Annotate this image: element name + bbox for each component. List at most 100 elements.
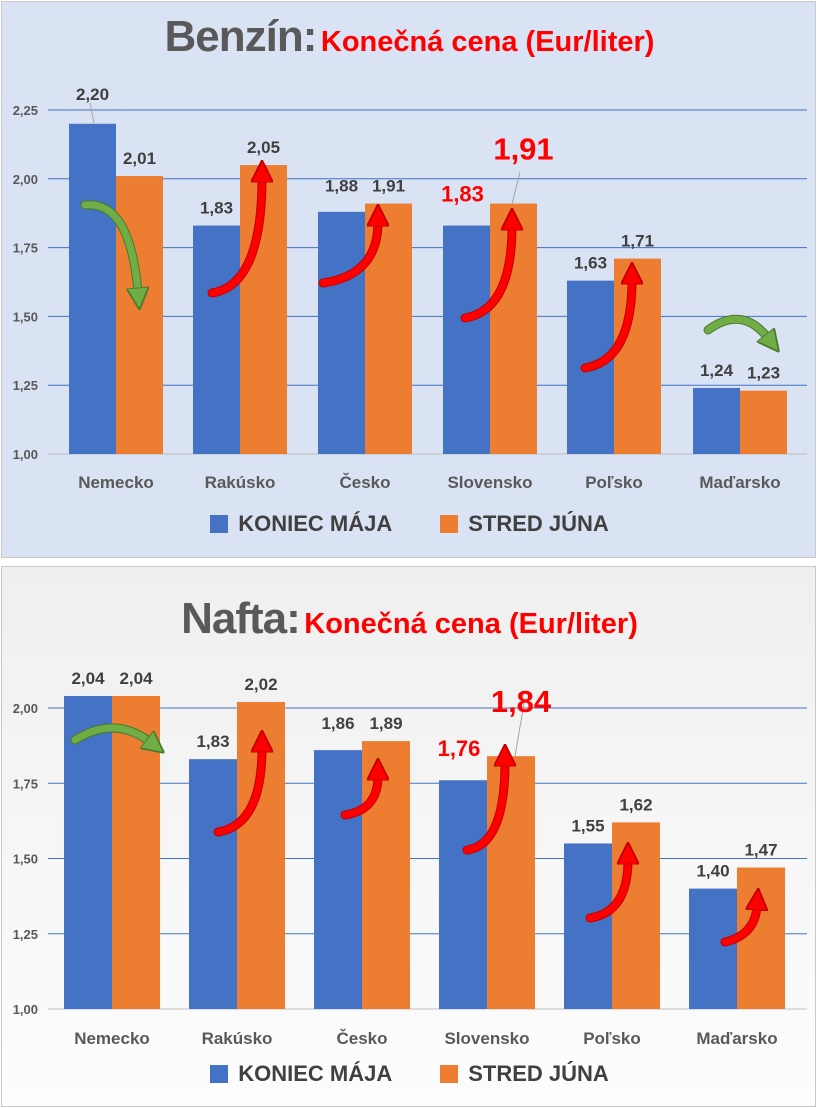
category-label: Nemecko	[74, 1029, 150, 1048]
y-tick-label: 1,25	[13, 378, 38, 393]
bar-series2	[612, 822, 660, 1009]
bar-series1	[193, 225, 240, 454]
bar-series2	[362, 741, 410, 1009]
trend-arrow-flat-icon	[71, 724, 150, 742]
label-leader-line	[89, 102, 95, 124]
data-label: 1,47	[744, 841, 777, 860]
benzin-legend: KONIEC MÁJA STRED JÚNA	[0, 511, 819, 537]
legend-item-series1: KONIEC MÁJA	[210, 1061, 392, 1087]
trend-arrow-up-icon	[463, 762, 505, 854]
legend-item-series2: STRED JÚNA	[440, 511, 609, 537]
data-label: 1,86	[321, 714, 354, 733]
legend-label: KONIEC MÁJA	[238, 511, 393, 536]
trend-arrow-up-icon	[581, 280, 632, 372]
category-label: Rakúsko	[202, 1029, 273, 1048]
y-tick-label: 1,50	[13, 309, 38, 324]
bar-series2	[614, 258, 661, 454]
data-label: 1,88	[325, 177, 358, 196]
nafta-legend: KONIEC MÁJA STRED JÚNA	[0, 1061, 819, 1087]
benzin-chart-title: Benzín: Konečná cena (Eur/liter)	[0, 12, 819, 62]
bar-series1	[689, 888, 737, 1009]
y-tick-label: 1,50	[13, 852, 38, 867]
data-label: 1,24	[700, 361, 734, 380]
legend-swatch-orange	[440, 515, 459, 533]
legend-item-series2: STRED JÚNA	[440, 1061, 609, 1087]
data-label: 1,63	[574, 254, 607, 273]
label-leader-line	[511, 171, 521, 205]
data-label: 1,83	[441, 182, 484, 207]
y-tick-label: 1,75	[13, 241, 38, 256]
category-label: Česko	[336, 1029, 387, 1048]
data-label: 1,76	[438, 736, 481, 761]
trend-arrow-up-icon	[214, 748, 262, 836]
category-label: Poľsko	[585, 473, 643, 492]
bar-series1	[693, 387, 740, 454]
bar-series2	[487, 756, 535, 1009]
category-label: Maďarsko	[696, 1029, 777, 1048]
data-label: 1,83	[200, 199, 233, 218]
legend-label: STRED JÚNA	[468, 511, 609, 536]
bar-series1	[314, 750, 362, 1009]
data-label: 2,01	[123, 149, 156, 168]
legend-label: STRED JÚNA	[468, 1061, 609, 1086]
trend-arrow-up-icon	[721, 906, 757, 946]
y-tick-label: 2,25	[13, 103, 38, 118]
data-label: 1,89	[369, 714, 402, 733]
data-label: 1,62	[619, 795, 652, 814]
trend-arrow-down-icon	[81, 201, 138, 292]
data-label: 1,91	[372, 177, 405, 196]
nafta-title-main: Nafta:	[181, 594, 301, 643]
category-label: Slovensko	[447, 473, 532, 492]
trend-arrow-up-icon	[586, 860, 628, 922]
bar-series1	[318, 211, 365, 454]
category-label: Slovensko	[444, 1029, 529, 1048]
data-label: 2,02	[244, 675, 277, 694]
data-label: 2,04	[119, 669, 153, 688]
category-label: Maďarsko	[699, 473, 780, 492]
bar-series1	[64, 695, 112, 1009]
benzin-title-sub: Konečná cena (Eur/liter)	[320, 26, 655, 58]
data-label: 1,55	[571, 816, 604, 835]
data-label: 1,71	[621, 232, 654, 251]
legend-swatch-blue	[210, 515, 229, 533]
y-tick-label: 2,00	[13, 172, 38, 187]
category-label: Česko	[339, 473, 390, 492]
bar-series2	[740, 390, 787, 454]
bar-series1	[564, 843, 612, 1009]
y-tick-label: 2,00	[13, 701, 38, 716]
trend-arrow-up-icon	[341, 776, 378, 819]
data-label: 1,84	[491, 684, 552, 719]
y-tick-label: 1,00	[13, 1002, 38, 1017]
data-label: 1,40	[696, 862, 729, 881]
trend-arrow-flat-icon	[704, 315, 768, 338]
legend-label: KONIEC MÁJA	[238, 1061, 393, 1086]
benzin-title-main: Benzín:	[164, 12, 318, 61]
category-label: Rakúsko	[205, 473, 276, 492]
legend-swatch-orange	[440, 1065, 459, 1083]
nafta-title-sub: Konečná cena (Eur/liter)	[304, 608, 638, 640]
label-leader-line	[514, 697, 526, 757]
data-label: 1,83	[196, 732, 229, 751]
nafta-chart-title: Nafta: Konečná cena (Eur/liter)	[0, 594, 819, 644]
nafta-chart: 1,00 1,25 1,50 1,75 2,00 Nemecko Rakúsko Česko S…	[13, 669, 807, 1048]
y-tick-label: 1,25	[13, 927, 38, 942]
bar-series1	[189, 759, 237, 1009]
data-label: 1,23	[747, 364, 780, 383]
trend-arrow-up-icon	[208, 178, 262, 297]
legend-item-series1: KONIEC MÁJA	[210, 511, 392, 537]
bar-series1	[69, 123, 116, 454]
data-label: 1,91	[493, 132, 553, 167]
data-label: 2,20	[76, 85, 109, 104]
category-label: Poľsko	[583, 1029, 641, 1048]
trend-arrow-up-icon	[319, 222, 378, 287]
trend-arrow-up-icon	[461, 226, 512, 322]
y-tick-label: 1,00	[13, 447, 38, 462]
legend-swatch-blue	[210, 1065, 229, 1083]
bar-series1	[439, 780, 487, 1009]
bar-series2	[116, 176, 163, 454]
data-label: 2,04	[71, 669, 105, 688]
category-label: Nemecko	[78, 473, 154, 492]
bar-series1	[443, 225, 490, 454]
data-label: 2,05	[247, 138, 280, 157]
